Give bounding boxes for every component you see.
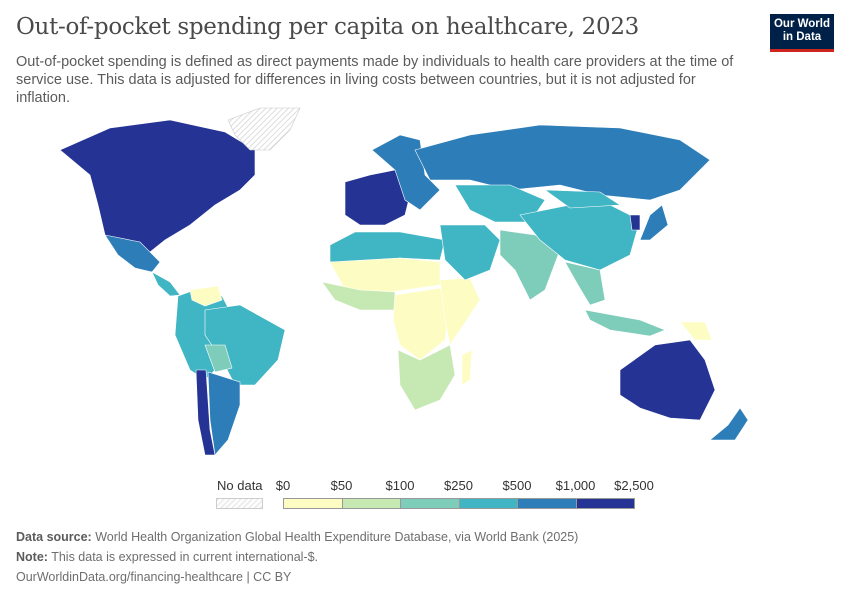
world-map bbox=[59, 107, 749, 456]
chart-subtitle: Out-of-pocket spending is defined as dir… bbox=[16, 54, 734, 106]
legend-tick-label: $250 bbox=[444, 478, 473, 493]
country-region-north-africa[interactable] bbox=[329, 231, 446, 263]
legend-no-data-label: No data bbox=[217, 478, 263, 493]
legend-no-data-swatch[interactable] bbox=[216, 498, 263, 509]
country-region-southern-africa[interactable] bbox=[397, 344, 456, 411]
legend-bin[interactable] bbox=[575, 498, 635, 509]
country-region-north-america[interactable] bbox=[59, 119, 256, 261]
note-label: Note: bbox=[16, 550, 48, 564]
country-region-madagascar[interactable] bbox=[461, 349, 473, 386]
country-region-korea[interactable] bbox=[629, 214, 641, 231]
country-region-australia[interactable] bbox=[619, 339, 716, 421]
legend-tick-label: $100 bbox=[385, 478, 415, 493]
note: Note: This data is expressed in current … bbox=[16, 550, 318, 564]
owid-logo[interactable]: Our World in Data bbox=[770, 14, 834, 52]
legend-bin[interactable] bbox=[400, 498, 460, 509]
note-text: This data is expressed in current intern… bbox=[51, 550, 319, 564]
legend-tick-label: $0 bbox=[275, 478, 291, 493]
country-region-bolivia[interactable] bbox=[204, 344, 233, 373]
country-region-greenland[interactable] bbox=[227, 107, 301, 151]
source-url-link[interactable]: OurWorldinData.org/financing-healthcare … bbox=[16, 570, 292, 584]
legend-bin[interactable] bbox=[283, 498, 343, 509]
country-region-indonesia[interactable] bbox=[584, 309, 666, 337]
country-region-new-zealand[interactable] bbox=[709, 407, 749, 441]
legend-tick-label: $50 bbox=[330, 478, 353, 493]
country-region-venezuela[interactable] bbox=[189, 285, 223, 307]
legend-bin[interactable] bbox=[341, 498, 401, 509]
legend-tick-label: $1,000 bbox=[555, 478, 596, 493]
legend-tick-label: $500 bbox=[502, 478, 532, 493]
country-region-southeast-asia[interactable] bbox=[564, 261, 606, 306]
country-region-russia[interactable] bbox=[414, 124, 711, 201]
color-legend: No data $0 $50 $100 $250 $500 $1,000 $2,500 bbox=[0, 476, 850, 516]
country-region-eastern-europe[interactable] bbox=[371, 134, 441, 211]
legend-bin[interactable] bbox=[517, 498, 577, 509]
country-region-western-europe[interactable] bbox=[344, 169, 411, 226]
country-region-central-america[interactable] bbox=[151, 271, 181, 297]
data-source: Data source: World Health Organization G… bbox=[16, 530, 578, 544]
country-region-japan[interactable] bbox=[639, 204, 669, 241]
source-text: World Health Organization Global Health … bbox=[95, 530, 579, 544]
logo-line-2: in Data bbox=[782, 31, 822, 43]
chart-title: Out-of-pocket spending per capita on hea… bbox=[16, 14, 639, 40]
country-region-papua-new-guinea[interactable] bbox=[679, 321, 713, 341]
legend-tick-label: $2,500 bbox=[614, 478, 654, 493]
country-region-mongolia[interactable] bbox=[544, 189, 621, 209]
country-region-middle-east[interactable] bbox=[439, 224, 501, 281]
source-label: Data source: bbox=[16, 530, 92, 544]
logo-line-1: Our World bbox=[773, 18, 830, 30]
country-region-argentina[interactable] bbox=[207, 371, 241, 456]
legend-bin[interactable] bbox=[458, 498, 518, 509]
